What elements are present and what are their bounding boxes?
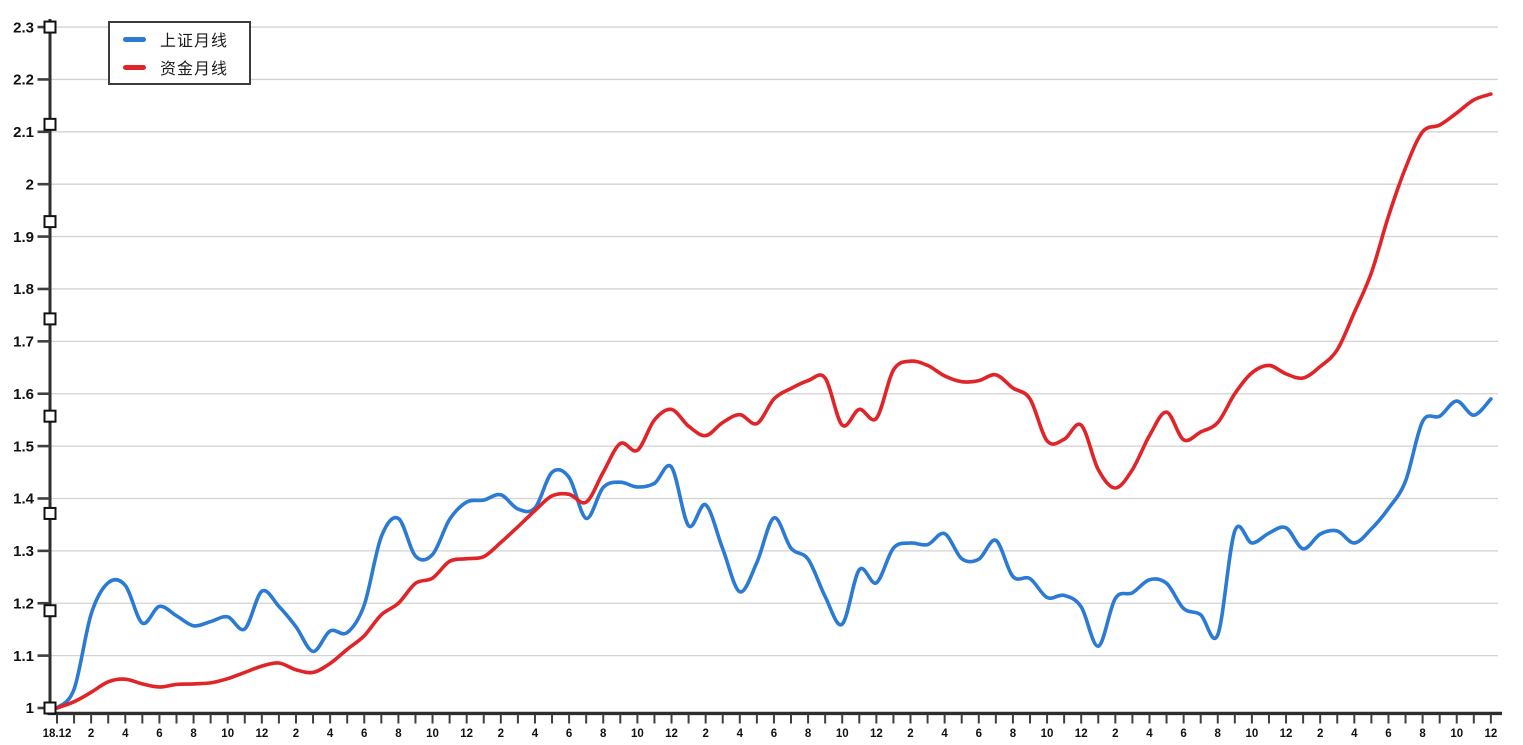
y-axis-label: 1.6 (13, 386, 34, 403)
x-axis-label: 12 (255, 728, 268, 740)
x-axis-label: 2 (88, 728, 94, 740)
y-axis-selection-handle[interactable] (43, 701, 57, 715)
y-axis-label: 1 (26, 700, 34, 717)
legend-item-sse[interactable]: 上证月线 (123, 27, 249, 52)
x-axis-label: 8 (1010, 728, 1017, 740)
y-axis-label: 1.7 (13, 334, 34, 351)
x-axis-label: 12 (665, 728, 678, 740)
x-axis-label: 10 (631, 728, 644, 740)
x-axis-label: 8 (1419, 728, 1426, 740)
y-axis-selection-handle[interactable] (43, 409, 57, 423)
x-axis-label: 18.12 (43, 728, 72, 740)
x-axis-label: 12 (1484, 728, 1497, 740)
x-axis-label: 4 (1351, 728, 1358, 740)
x-axis-label: 2 (498, 728, 504, 740)
x-axis-label: 12 (1280, 728, 1293, 740)
x-axis-label: 10 (836, 728, 849, 740)
x-axis-label: 4 (327, 728, 334, 740)
x-axis-label: 6 (1385, 728, 1391, 740)
x-axis-label: 8 (395, 728, 402, 740)
y-axis-label: 2.1 (13, 124, 34, 141)
x-axis-label: 12 (460, 728, 473, 740)
x-axis-label: 6 (1180, 728, 1186, 740)
x-axis-label: 4 (1146, 728, 1153, 740)
x-axis-label: 4 (532, 728, 539, 740)
x-axis-label: 2 (1317, 728, 1323, 740)
x-axis-label: 6 (156, 728, 162, 740)
legend-item-fund[interactable]: 资金月线 (123, 55, 249, 80)
y-axis-label: 1.3 (13, 543, 34, 560)
x-axis-label: 8 (190, 728, 197, 740)
legend-label-sse: 上证月线 (160, 33, 229, 50)
x-axis-label: 2 (293, 728, 299, 740)
x-axis-label: 4 (941, 728, 948, 740)
x-axis-label: 2 (702, 728, 708, 740)
x-axis-label: 10 (221, 728, 234, 740)
legend: 上证月线 资金月线 (108, 21, 251, 85)
y-axis-label: 2.2 (13, 72, 34, 89)
y-axis-label: 1.9 (13, 229, 34, 246)
legend-label-fund: 资金月线 (160, 61, 229, 78)
y-axis-label: 2 (26, 176, 34, 193)
y-axis-selection-handle[interactable] (43, 215, 57, 229)
x-axis-label: 6 (771, 728, 777, 740)
y-axis-label: 1.1 (13, 648, 34, 665)
x-axis-label: 4 (737, 728, 744, 740)
y-axis-label: 1.8 (13, 281, 34, 298)
x-axis-label: 10 (1246, 728, 1259, 740)
y-axis-label: 1.5 (13, 438, 34, 455)
x-axis-label: 8 (600, 728, 607, 740)
x-axis-label: 6 (566, 728, 572, 740)
y-axis-selection-handle[interactable] (43, 506, 57, 520)
y-axis-label: 1.4 (13, 491, 35, 508)
x-axis-label: 2 (907, 728, 913, 740)
x-axis-label: 8 (1215, 728, 1222, 740)
legend-line-swatch-red (123, 64, 146, 70)
series-line-sse (55, 397, 1493, 710)
y-axis-label: 2.3 (13, 19, 34, 36)
series-line-fund (55, 92, 1493, 710)
x-axis-label: 10 (1041, 728, 1054, 740)
y-axis-label: 1.2 (13, 595, 34, 612)
x-axis-label: 12 (1075, 728, 1088, 740)
x-axis-label: 6 (976, 728, 982, 740)
x-axis-label: 10 (1450, 728, 1463, 740)
y-axis-selection-handle[interactable] (43, 604, 57, 618)
x-axis-label: 6 (361, 728, 367, 740)
x-axis-label: 2 (1112, 728, 1118, 740)
y-axis-selection-handle[interactable] (43, 312, 57, 326)
legend-line-swatch-blue (123, 36, 146, 42)
x-axis-label: 10 (426, 728, 439, 740)
y-axis-selection-handle[interactable] (43, 20, 57, 34)
x-axis-label: 8 (805, 728, 812, 740)
y-axis-selection-handle[interactable] (43, 117, 57, 131)
x-axis-label: 4 (122, 728, 129, 740)
x-axis-label: 12 (870, 728, 883, 740)
